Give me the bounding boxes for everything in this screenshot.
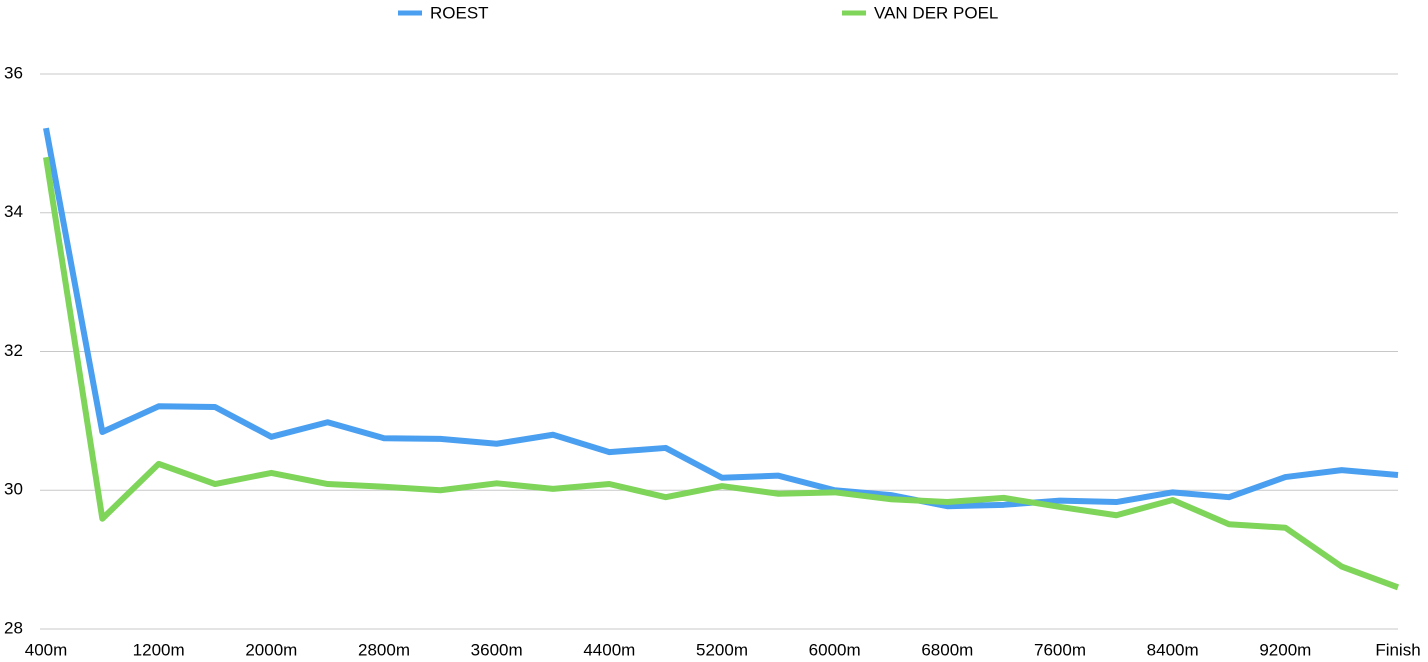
x-tick-label: 1200m bbox=[133, 640, 185, 659]
x-tick-label: 3600m bbox=[471, 640, 523, 659]
x-tick-label: 8400m bbox=[1147, 640, 1199, 659]
x-tick-label: 9200m bbox=[1259, 640, 1311, 659]
line-series bbox=[43, 156, 1400, 591]
x-tick-label: 7600m bbox=[1034, 640, 1086, 659]
x-tick-label: 2800m bbox=[358, 640, 410, 659]
x-tick-label: Finish bbox=[1375, 640, 1420, 659]
y-tick-label: 28 bbox=[4, 618, 23, 637]
legend-label: ROEST bbox=[430, 3, 489, 22]
line-series bbox=[43, 127, 1399, 510]
x-tick-label: 4400m bbox=[583, 640, 635, 659]
x-tick-label: 6000m bbox=[809, 640, 861, 659]
y-tick-label: 30 bbox=[4, 480, 23, 499]
x-tick-label: 400m bbox=[25, 640, 68, 659]
y-tick-label: 32 bbox=[4, 341, 23, 360]
x-tick-label: 5200m bbox=[696, 640, 748, 659]
y-tick-label: 36 bbox=[4, 63, 23, 82]
x-tick-label: 2000m bbox=[245, 640, 297, 659]
x-tick-label: 6800m bbox=[921, 640, 973, 659]
legend-label: VAN DER POEL bbox=[874, 3, 998, 22]
y-tick-label: 34 bbox=[4, 202, 23, 221]
